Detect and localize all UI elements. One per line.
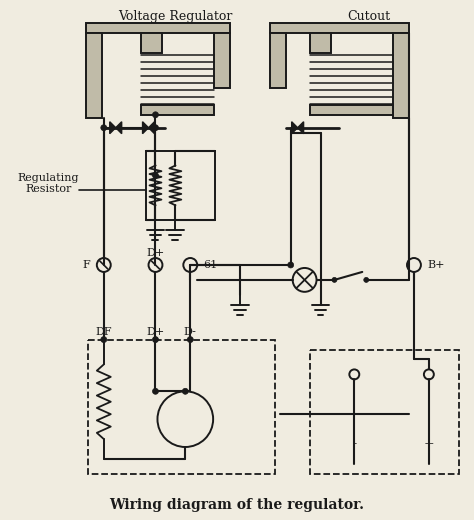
- Circle shape: [153, 337, 158, 342]
- Text: DF: DF: [95, 327, 112, 336]
- Bar: [310, 105, 393, 115]
- Polygon shape: [148, 122, 155, 134]
- Bar: [86, 23, 230, 33]
- Bar: [88, 340, 275, 474]
- Text: Cutout: Cutout: [347, 10, 391, 23]
- Circle shape: [364, 277, 369, 282]
- Circle shape: [292, 268, 317, 292]
- Bar: [141, 105, 214, 115]
- Bar: [310, 33, 331, 53]
- Text: Voltage Regulator: Voltage Regulator: [118, 10, 233, 23]
- Text: D+: D+: [146, 248, 164, 258]
- Bar: [146, 151, 215, 220]
- Text: 61: 61: [203, 260, 218, 270]
- Text: Regulating
Resistor: Regulating Resistor: [18, 173, 79, 194]
- Circle shape: [407, 258, 421, 272]
- Text: -: -: [352, 437, 356, 450]
- Circle shape: [153, 125, 158, 131]
- Circle shape: [182, 388, 188, 394]
- Polygon shape: [116, 122, 122, 134]
- Text: Wiring diagram of the regulator.: Wiring diagram of the regulator.: [109, 498, 365, 512]
- Circle shape: [153, 336, 158, 343]
- Circle shape: [97, 258, 111, 272]
- Bar: [393, 33, 409, 118]
- Circle shape: [153, 388, 158, 394]
- Text: +: +: [424, 437, 434, 450]
- Circle shape: [332, 277, 337, 282]
- Polygon shape: [110, 122, 116, 134]
- Polygon shape: [143, 122, 148, 134]
- Text: B+: B+: [428, 260, 446, 270]
- Text: D+: D+: [146, 327, 164, 336]
- Circle shape: [101, 336, 107, 343]
- Bar: [270, 23, 409, 33]
- Circle shape: [101, 125, 107, 131]
- Circle shape: [157, 391, 213, 447]
- Circle shape: [288, 262, 294, 268]
- Circle shape: [183, 258, 197, 272]
- Bar: [141, 33, 163, 53]
- Circle shape: [153, 173, 158, 178]
- Circle shape: [187, 336, 193, 343]
- Polygon shape: [292, 122, 298, 134]
- Circle shape: [153, 112, 158, 118]
- Bar: [310, 349, 459, 474]
- Circle shape: [424, 369, 434, 380]
- Bar: [86, 33, 102, 118]
- Circle shape: [148, 258, 163, 272]
- Text: F: F: [82, 260, 90, 270]
- Polygon shape: [298, 122, 304, 134]
- Bar: [270, 33, 286, 88]
- Bar: [214, 33, 230, 88]
- Text: D-: D-: [184, 327, 197, 336]
- Circle shape: [349, 369, 359, 380]
